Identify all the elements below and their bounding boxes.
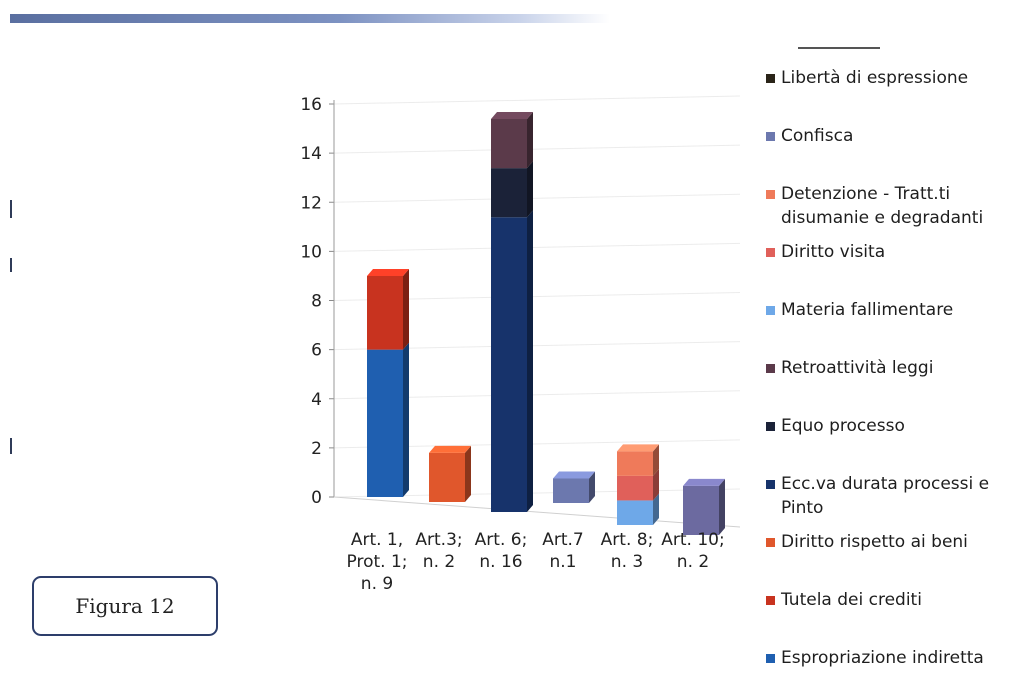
bar-top-face <box>683 478 725 486</box>
legend-label: Tutela dei crediti <box>781 590 922 610</box>
bar-segment <box>491 168 527 218</box>
x-tick-label: Art. 6; n. 16 <box>475 530 528 572</box>
bar-segment-side <box>527 210 533 512</box>
bar-segment <box>491 119 527 169</box>
legend-item: Diritto rispetto ai beni <box>766 530 1028 554</box>
legend-label: Diritto rispetto ai beni <box>781 532 968 552</box>
bar-segment <box>617 500 653 525</box>
bar-segment-side <box>653 468 659 501</box>
legend-item: Diritto visita <box>766 240 1028 264</box>
legend-item: Materia fallimentare <box>766 298 1028 322</box>
legend-label: Diritto visita <box>781 242 886 262</box>
x-tick-label: Art.7 n.1 <box>542 530 584 572</box>
bar-top-face <box>617 444 659 452</box>
legend-item: Libertà di espressione <box>766 66 1028 90</box>
y-tick-label: 10 <box>300 242 322 262</box>
gridline <box>333 95 741 105</box>
legend-item: Confisca <box>766 124 1028 148</box>
legend-divider <box>798 47 880 49</box>
legend-swatch <box>766 654 775 663</box>
legend-swatch <box>766 538 775 547</box>
bar-segment-side <box>403 342 409 497</box>
bar-top-face <box>367 268 409 276</box>
legend-swatch <box>766 306 775 315</box>
figure-label-box: Figura 12 <box>32 576 218 636</box>
legend-swatch <box>766 74 775 83</box>
bar-segment-side <box>719 478 725 535</box>
bar-segment-side <box>527 161 533 218</box>
y-tick-label: 8 <box>311 292 322 312</box>
legend-item: Equo processo <box>766 414 1028 438</box>
legend-swatch <box>766 132 775 141</box>
y-tick-label: 4 <box>311 390 322 410</box>
y-tick-label: 12 <box>300 193 322 213</box>
legend-label: Confisca <box>781 126 854 146</box>
x-tick-label: Art.3; n. 2 <box>415 530 462 572</box>
legend-swatch <box>766 248 775 257</box>
bar-top-face <box>429 445 471 453</box>
legend-label: Espropriazione indiretta <box>781 648 984 668</box>
legend-swatch <box>766 480 775 489</box>
bar-segment <box>683 485 719 535</box>
legend-label: Ecc.va durata processi e Pinto <box>781 474 990 518</box>
legend-item: Ecc.va durata processi e Pinto <box>766 472 1028 520</box>
y-tick-label: 0 <box>311 488 322 508</box>
chart-legend: Libertà di espressione Confisca Detenzione… <box>766 0 1032 692</box>
bar-segment-side <box>653 493 659 525</box>
bar-segment-side <box>527 112 533 169</box>
legend-label: Retroattività leggi <box>781 358 934 378</box>
gridline <box>333 144 741 154</box>
legend-label: Equo processo <box>781 416 905 436</box>
figure-label: Figura 12 <box>75 594 175 618</box>
bar-segment <box>367 275 403 350</box>
legend-label: Libertà di espressione <box>781 68 969 88</box>
bar-top-face <box>491 112 533 119</box>
x-tick-label: Art. 1, Prot. 1; n. 9 <box>347 530 408 594</box>
y-tick-label: 16 <box>300 95 322 115</box>
legend-item: Tutela dei crediti <box>766 588 1028 612</box>
bar-segment <box>553 478 589 503</box>
y-tick-label: 6 <box>311 341 322 361</box>
legend-swatch <box>766 422 775 431</box>
legend-item: Retroattività leggi <box>766 356 1028 380</box>
bar-segment-side <box>465 445 471 502</box>
legend-swatch <box>766 190 775 199</box>
bar-segment <box>367 349 403 497</box>
legend-swatch <box>766 364 775 373</box>
bar-segment <box>429 452 465 502</box>
gridline <box>333 193 741 203</box>
bar-segment <box>491 217 527 512</box>
scan-mark <box>10 438 12 454</box>
x-tick-label: Art. 8; n. 3 <box>601 530 654 572</box>
x-tick-label: Art. 10; n. 2 <box>661 530 724 572</box>
gridline <box>333 242 741 252</box>
y-tick-label: 2 <box>311 439 322 459</box>
bar-segment-side <box>653 444 659 476</box>
bar-top-face <box>553 471 595 479</box>
legend-swatch <box>766 596 775 605</box>
scan-mark <box>10 258 12 272</box>
scan-mark <box>10 200 12 218</box>
y-tick-label: 14 <box>300 144 322 164</box>
bar-segment <box>617 451 653 476</box>
bar-segment-side <box>403 268 409 350</box>
header-decoration-bar <box>10 14 610 23</box>
bar-segment <box>617 475 653 501</box>
bar-segment-side <box>589 471 595 503</box>
x-axis-line <box>333 496 741 528</box>
legend-label: Materia fallimentare <box>781 300 954 320</box>
legend-label: Detenzione - Tratt.ti disumanie e degrad… <box>781 184 984 228</box>
legend-item: Espropriazione indiretta <box>766 646 1028 670</box>
legend-item: Detenzione - Tratt.ti disumanie e degrad… <box>766 182 1028 230</box>
